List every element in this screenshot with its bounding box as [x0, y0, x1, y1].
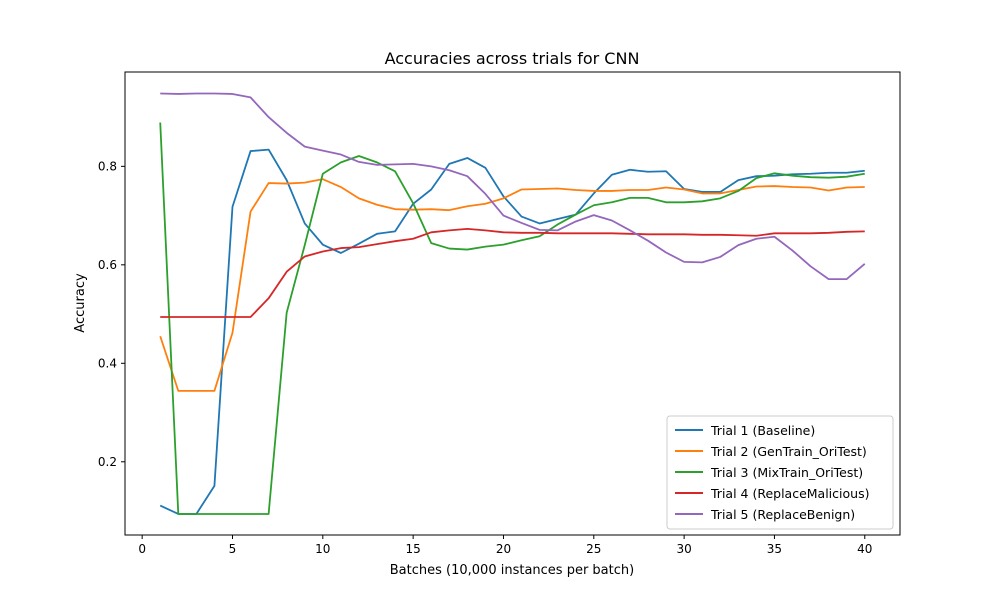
legend-label: Trial 1 (Baseline) — [710, 423, 815, 438]
y-tick-label: 0.6 — [98, 258, 117, 272]
plot-frame — [124, 71, 901, 536]
legend-label: Trial 4 (ReplaceMalicious) — [710, 486, 869, 501]
legend-label: Trial 2 (GenTrain_OriTest) — [710, 444, 867, 459]
x-tick-label: 5 — [229, 542, 237, 556]
y-axis-label: Accuracy — [73, 273, 88, 333]
x-tick-label: 30 — [676, 542, 691, 556]
x-tick-label: 25 — [586, 542, 601, 556]
series-line-trial-2 — [159, 178, 865, 392]
series-line-trial-5 — [160, 92, 866, 281]
series-line-trial-3 — [159, 122, 865, 515]
legend-label: Trial 5 (ReplaceBenign) — [710, 507, 855, 522]
y-tick-label: 0.2 — [98, 455, 117, 469]
x-tick-label: 20 — [496, 542, 511, 556]
legend-label: Trial 3 (MixTrain_OriTest) — [710, 465, 863, 480]
x-tick-label: 10 — [315, 542, 330, 556]
x-tick-label: 15 — [406, 542, 421, 556]
plot-lines — [159, 92, 866, 515]
x-axis: 0 5 10 15 20 25 30 35 40 — [138, 535, 872, 556]
chart-title: Accuracies across trials for CNN — [385, 49, 640, 68]
x-axis-label: Batches (10,000 instances per batch) — [390, 563, 634, 578]
y-axis: 0.2 0.4 0.6 0.8 — [98, 159, 125, 469]
x-tick-label: 35 — [767, 542, 782, 556]
y-tick-label: 0.4 — [98, 356, 117, 370]
series-line-trial-1 — [159, 148, 865, 515]
y-tick-label: 0.8 — [98, 159, 117, 173]
legend-box — [666, 415, 894, 530]
x-tick-label: 0 — [138, 542, 146, 556]
x-tick-label: 40 — [857, 542, 872, 556]
legend: Trial 1 (Baseline) Trial 2 (GenTrain_OriT… — [666, 415, 894, 530]
series-line-trial-4 — [160, 227, 865, 318]
